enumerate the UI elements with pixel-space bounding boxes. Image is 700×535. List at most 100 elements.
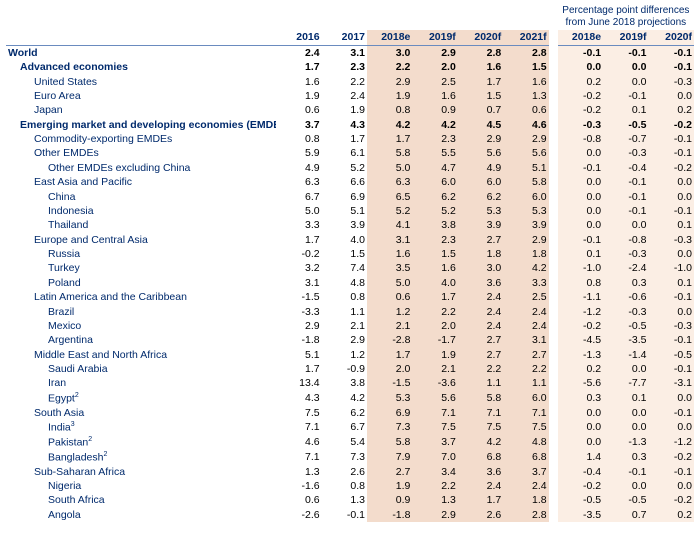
cell: 0.0 <box>649 479 694 493</box>
cell: 2.1 <box>412 362 457 376</box>
cell: 2.2 <box>412 479 457 493</box>
cell: 0.6 <box>276 103 321 117</box>
cell: -1.4 <box>603 347 648 361</box>
cell: 7.1 <box>412 405 457 419</box>
cell: 4.3 <box>322 117 367 131</box>
cell: 1.3 <box>322 493 367 507</box>
cell: 3.3 <box>276 218 321 232</box>
table-row: Middle East and North Africa5.11.21.71.9… <box>6 347 694 361</box>
cell: 0.0 <box>558 204 603 218</box>
cell: -3.5 <box>558 508 603 522</box>
cell: 6.8 <box>458 450 503 465</box>
cell: -0.1 <box>603 45 648 60</box>
cell: -0.2 <box>558 103 603 117</box>
cell: 3.0 <box>458 261 503 275</box>
table-row: Poland3.14.85.04.03.63.30.80.30.1 <box>6 276 694 290</box>
cell: 3.7 <box>412 435 457 450</box>
table-row: Nigeria-1.60.81.92.22.42.4-0.20.00.0 <box>6 479 694 493</box>
cell: -0.5 <box>603 493 648 507</box>
cell: 0.8 <box>367 103 412 117</box>
cell: 4.9 <box>458 161 503 175</box>
cell: -2.6 <box>276 508 321 522</box>
cell: 2.1 <box>322 319 367 333</box>
cell: -0.1 <box>649 290 694 304</box>
row-label: Japan <box>6 103 276 117</box>
table-row: Pakistan24.65.45.83.74.24.80.0-1.3-1.2 <box>6 435 694 450</box>
cell: -0.1 <box>649 204 694 218</box>
cell: -0.1 <box>649 464 694 478</box>
cell: -1.3 <box>558 347 603 361</box>
cell: 1.2 <box>367 304 412 318</box>
table-row: Emerging market and developing economies… <box>6 117 694 131</box>
cell: 0.0 <box>649 304 694 318</box>
table-row: India37.16.77.37.57.57.50.00.00.0 <box>6 420 694 435</box>
cell: 2.7 <box>458 347 503 361</box>
cell: 4.2 <box>458 435 503 450</box>
cell: 1.5 <box>322 247 367 261</box>
cell: 2.4 <box>458 290 503 304</box>
cell: 0.0 <box>558 405 603 419</box>
cell: 4.7 <box>412 161 457 175</box>
cell: 2.4 <box>503 304 548 318</box>
table-row: Indonesia5.05.15.25.25.35.30.0-0.1-0.1 <box>6 204 694 218</box>
cell: -0.4 <box>603 161 648 175</box>
cell: -0.1 <box>649 146 694 160</box>
row-label: Pakistan2 <box>6 435 276 450</box>
cell: 2.5 <box>412 74 457 88</box>
cell: -0.2 <box>649 161 694 175</box>
cell: 2.3 <box>322 60 367 74</box>
cell: 6.2 <box>322 405 367 419</box>
cell: 0.0 <box>649 189 694 203</box>
cell: 1.9 <box>367 479 412 493</box>
cell: 3.6 <box>458 276 503 290</box>
cell: -0.1 <box>322 508 367 522</box>
col-header: 2019f <box>603 30 648 45</box>
cell: 0.1 <box>558 247 603 261</box>
cell: 1.7 <box>458 74 503 88</box>
col-header: 2020f <box>649 30 694 45</box>
cell: 1.1 <box>322 304 367 318</box>
cell: 3.7 <box>276 117 321 131</box>
cell: 4.2 <box>412 117 457 131</box>
cell: 7.1 <box>276 420 321 435</box>
row-label: Sub-Saharan Africa <box>6 464 276 478</box>
cell: 6.9 <box>322 189 367 203</box>
cell: 1.8 <box>503 247 548 261</box>
cell: 3.9 <box>322 218 367 232</box>
cell: 0.0 <box>649 247 694 261</box>
cell: -0.7 <box>603 132 648 146</box>
table-row: Euro Area1.92.41.91.61.51.3-0.2-0.10.0 <box>6 89 694 103</box>
table-row: United States1.62.22.92.51.71.60.20.0-0.… <box>6 74 694 88</box>
cell: 6.5 <box>367 189 412 203</box>
cell: 5.6 <box>412 391 457 406</box>
cell: 7.4 <box>322 261 367 275</box>
cell: 4.0 <box>412 276 457 290</box>
cell: -0.1 <box>649 132 694 146</box>
row-label: Commodity-exporting EMDEs <box>6 132 276 146</box>
table-row: Turkey3.27.43.51.63.04.2-1.0-2.4-1.0 <box>6 261 694 275</box>
cell: 1.3 <box>503 89 548 103</box>
cell: -0.8 <box>558 132 603 146</box>
table-row: South Africa0.61.30.91.31.71.8-0.5-0.5-0… <box>6 493 694 507</box>
cell: 3.3 <box>503 276 548 290</box>
cell: 1.4 <box>558 450 603 465</box>
cell: -0.2 <box>558 319 603 333</box>
cell: 13.4 <box>276 376 321 390</box>
cell: -0.1 <box>603 175 648 189</box>
cell: 1.7 <box>322 132 367 146</box>
cell: -0.1 <box>649 60 694 74</box>
cell: 1.7 <box>276 232 321 246</box>
cell: 1.7 <box>276 60 321 74</box>
row-label: Poland <box>6 276 276 290</box>
col-header: 2020f <box>458 30 503 45</box>
cell: 0.0 <box>558 435 603 450</box>
cell: 2.7 <box>367 464 412 478</box>
cell: 3.8 <box>412 218 457 232</box>
cell: 0.0 <box>603 60 648 74</box>
cell: 1.8 <box>458 247 503 261</box>
cell: 5.1 <box>276 347 321 361</box>
cell: -2.8 <box>367 333 412 347</box>
cell: 2.2 <box>458 362 503 376</box>
table-row: Europe and Central Asia1.74.03.12.32.72.… <box>6 232 694 246</box>
cell: 2.9 <box>322 333 367 347</box>
